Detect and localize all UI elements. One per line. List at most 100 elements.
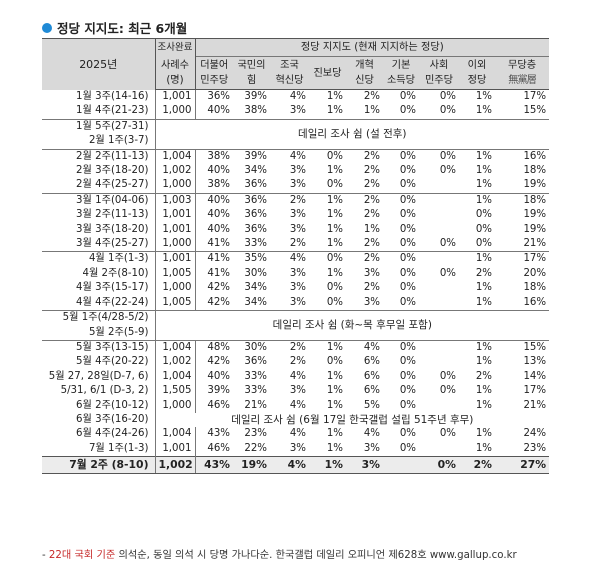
party-header-independent: 무당층 無黨層	[495, 56, 550, 90]
row-label: 5월 4주(20-22)	[42, 355, 156, 370]
pct-cell-progressive: 1%	[326, 105, 343, 117]
pct-cell-independent: 21%	[523, 238, 547, 250]
party-header-progressive: 진보당	[309, 56, 346, 90]
row-label: 5월 1주(4/28-5/2)	[42, 310, 156, 326]
pct-cell-basic-income: 0%	[399, 267, 416, 279]
pct-cell-reform: 1%	[363, 105, 380, 117]
sample-size-cell: 1,001	[155, 251, 196, 267]
pct-cell-independent: 18%	[523, 282, 547, 294]
pct-cell-reform: 3%	[363, 267, 380, 279]
sample-size-cell: 1,000	[155, 237, 196, 252]
pct-cell-reform: 2%	[363, 209, 380, 221]
pct-cell-independent: 17%	[495, 251, 550, 267]
pct-cell-democratic: 41%	[195, 251, 233, 267]
party-header-democratic: 더불어 민주당	[195, 56, 233, 90]
pct-cell-rebuilding-korea: 3%	[289, 209, 306, 221]
pct-cell-social-democratic: 0%	[439, 428, 456, 440]
pct-cell-basic-income: 0%	[383, 251, 419, 267]
pct-cell-rebuilding-korea: 2%	[289, 356, 306, 368]
pct-cell-progressive: 1%	[326, 399, 343, 411]
pct-cell-basic-income: 0%	[399, 223, 416, 235]
pct-cell-democratic: 40%	[207, 105, 230, 117]
pct-cell-democratic: 43%	[207, 428, 230, 440]
pct-cell-reform: 2%	[346, 192, 383, 209]
pct-cell-rebuilding-korea: 4%	[270, 456, 309, 475]
pct-cell-reform: 6%	[363, 370, 380, 382]
pct-cell-basic-income: 0%	[399, 238, 416, 250]
row-label: 1월 5주(27-31)	[42, 118, 156, 135]
pct-cell-social-democratic: 0%	[439, 91, 456, 102]
sample-size-cell: 1,000	[155, 281, 196, 296]
pct-cell-ppp: 23%	[244, 428, 267, 440]
pct-cell-basic-income	[383, 456, 419, 475]
pct-cell-independent: 20%	[523, 267, 547, 279]
row-label: 7월 1주(1-3)	[42, 441, 156, 457]
pct-cell-social-democratic	[419, 355, 459, 369]
table-row: 2월 4주(25-27) 1,000 38% 36% 3% 0% 2% 0% 1% 19%	[42, 178, 549, 194]
sample-size-cell: 1,004	[155, 339, 196, 356]
pct-cell-basic-income: 0%	[399, 428, 416, 440]
pct-cell-basic-income: 0%	[383, 148, 419, 165]
pct-cell-reform: 2%	[346, 251, 383, 267]
pct-cell-progressive: 1%	[326, 91, 343, 102]
pct-cell-social-democratic	[419, 251, 459, 267]
table-row: 2월 3주(18-20) 1,002 40% 34% 3% 1% 2% 0% 0% 1% 18%	[42, 164, 549, 179]
pct-cell-ppp: 21%	[244, 399, 267, 411]
pct-cell-democratic: 46%	[207, 442, 230, 454]
pct-cell-progressive: 0%	[326, 179, 343, 191]
pct-cell-democratic: 40%	[207, 165, 230, 177]
year-header: 2025년	[42, 38, 156, 90]
row-label: 2월 1주(3-7)	[42, 134, 156, 150]
note-cell: 데일리 조사 쉼 (설 전후)	[155, 118, 550, 150]
footer-dash: -	[42, 550, 49, 561]
party-header-other: 이외 정당	[459, 56, 495, 90]
pct-cell-social-democratic: 0%	[439, 370, 456, 382]
pct-cell-basic-income: 0%	[383, 339, 419, 356]
pct-cell-other: 1%	[475, 282, 492, 294]
sample-size-cell: 1,002	[155, 355, 196, 370]
pct-cell-ppp: 33%	[244, 385, 267, 397]
pct-cell-progressive: 1%	[326, 209, 343, 221]
row-label: 4월 3주(15-17)	[42, 281, 156, 296]
pct-cell-social-democratic	[419, 208, 459, 222]
pct-cell-independent: 27%	[495, 456, 550, 475]
pct-cell-reform: 2%	[363, 282, 380, 294]
sample-size-cell: 1,005	[155, 266, 196, 282]
party-header-reform: 개혁 신당	[346, 56, 383, 90]
pct-cell-basic-income: 0%	[399, 282, 416, 294]
pct-cell-democratic: 41%	[207, 267, 230, 279]
sample-size-cell: 1,002	[155, 164, 196, 179]
table-row: 4월 1주(1-3) 1,001 41% 35% 4% 0% 2% 0% 1% 17%	[42, 251, 550, 267]
pct-cell-progressive: 1%	[326, 165, 343, 177]
pct-cell-reform: 3%	[363, 442, 380, 454]
pct-cell-basic-income: 0%	[399, 105, 416, 117]
pct-cell-rebuilding-korea: 3%	[289, 385, 306, 397]
row-label: 6월 2주(10-12)	[42, 398, 156, 413]
pct-cell-independent: 23%	[523, 442, 547, 454]
table-row: 3월 4주(25-27) 1,000 41% 33% 2% 1% 2% 0% 0% 0% 21%	[42, 237, 549, 252]
pct-cell-basic-income: 0%	[399, 385, 416, 397]
pct-cell-independent: 17%	[523, 385, 547, 397]
pct-cell-rebuilding-korea: 2%	[270, 339, 309, 356]
pct-cell-independent: 15%	[495, 339, 550, 356]
row-label: 5월 2주(5-9)	[42, 325, 156, 341]
table-row-note: 2월 1주(3-7)	[42, 134, 549, 150]
pct-cell-other: 1%	[459, 192, 495, 209]
pct-cell-democratic: 42%	[207, 282, 230, 294]
pct-cell-social-democratic	[419, 296, 459, 311]
pct-cell-progressive: 0%	[326, 296, 343, 308]
pct-cell-reform: 5%	[363, 399, 380, 411]
pct-cell-independent: 18%	[495, 192, 550, 209]
pct-cell-basic-income: 0%	[399, 209, 416, 221]
sample-size-cell: 1,000	[155, 104, 196, 120]
pct-cell-independent: 19%	[523, 179, 547, 191]
row-label: 7월 2주 (8-10)	[42, 456, 156, 475]
table-row: 5월 3주(13-15) 1,004 48% 30% 2% 1% 4% 0% 1% 15%	[42, 339, 550, 356]
sample-size-cell: 1,003	[155, 192, 196, 209]
pct-cell-ppp: 34%	[244, 296, 267, 308]
row-label: 3월 2주(11-13)	[42, 208, 156, 223]
pct-cell-independent: 16%	[495, 148, 550, 165]
pct-cell-rebuilding-korea: 3%	[289, 282, 306, 294]
pct-cell-ppp: 36%	[244, 179, 267, 191]
table-row: 7월 1주(1-3) 1,001 46% 22% 3% 1% 3% 0% 1% 23%	[42, 441, 549, 457]
